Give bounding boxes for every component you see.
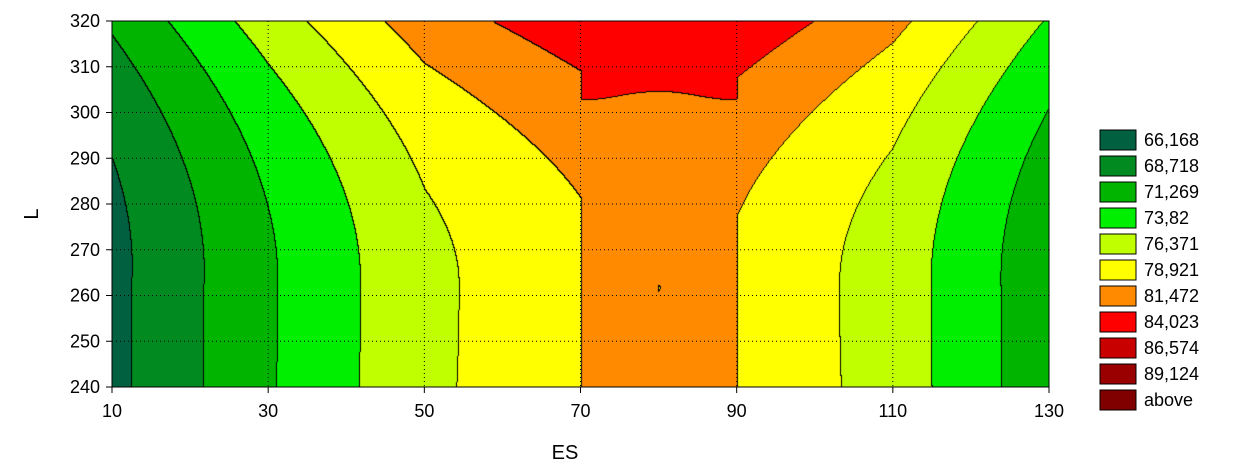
y-tick-label: 300 [70,103,100,123]
legend-swatch [1099,155,1137,177]
legend-label: 81,472 [1144,286,1199,306]
legend-label: 78,921 [1144,260,1199,280]
legend-swatch [1099,389,1137,411]
x-axis-label: ES [552,442,579,464]
legend: 66,168 68,718 71,269 73,82 76,371 78,921 81,47… [1099,129,1199,411]
x-tick-label: 30 [258,401,278,421]
legend-swatch [1099,311,1137,333]
legend-label: 84,023 [1144,312,1199,332]
y-tick-label: 310 [70,57,100,77]
y-axis-label: L [21,208,43,219]
grid-lines [112,21,1049,387]
y-tick-label: 290 [70,148,100,168]
y-tick-label: 280 [70,194,100,214]
legend-label: 66,168 [1144,130,1199,150]
legend-label: 73,82 [1144,208,1189,228]
legend-label: 86,574 [1144,338,1199,358]
y-tick-label: 270 [70,240,100,260]
x-tick-label: 90 [727,401,747,421]
legend-label: 76,371 [1144,234,1199,254]
legend-label: 89,124 [1144,364,1199,384]
y-axis-ticks: 240 250 260 270 280 290 300 310 320 [70,11,112,397]
legend-swatch [1099,363,1137,385]
legend-swatch [1099,129,1137,151]
y-tick-label: 240 [70,377,100,397]
x-tick-label: 110 [878,401,907,421]
x-tick-label: 10 [102,401,122,421]
legend-swatch [1099,233,1137,255]
legend-label: 68,718 [1144,156,1199,176]
legend-swatch [1099,181,1137,203]
legend-swatch [1099,285,1137,307]
legend-swatch [1099,207,1137,229]
x-tick-label: 70 [570,401,590,421]
x-tick-label: 50 [414,401,434,421]
legend-label: above [1144,390,1193,410]
legend-swatch [1099,337,1137,359]
y-tick-label: 320 [70,11,100,31]
y-tick-label: 250 [70,331,100,351]
x-tick-label: 130 [1034,401,1064,421]
legend-label: 71,269 [1144,182,1199,202]
x-axis-ticks: 10 30 50 70 90 110 130 [102,387,1064,421]
y-tick-label: 260 [70,286,100,306]
legend-swatch [1099,259,1137,281]
